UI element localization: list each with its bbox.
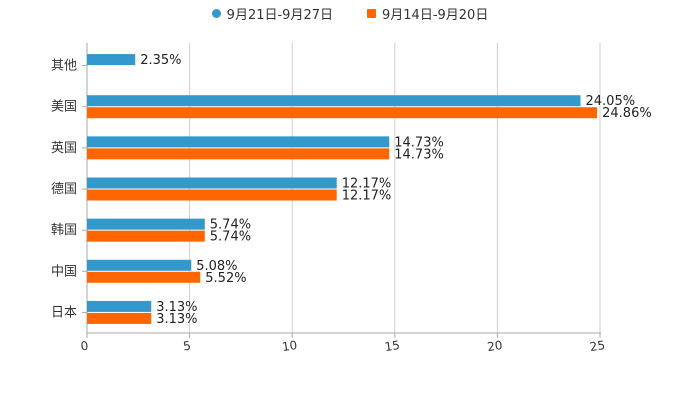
legend-item-series-2[interactable]: 9月14日-9月20日	[367, 4, 488, 23]
category-label-5: 中国	[51, 264, 77, 279]
bar-series-1-3	[87, 177, 337, 189]
data-label-series-1-5: 5.08%	[196, 259, 237, 274]
bar-series-2-4	[87, 230, 205, 242]
legend-label-series-2: 9月14日-9月20日	[382, 8, 489, 23]
category-label-6: 日本	[51, 305, 77, 320]
bar-series-2-6	[87, 312, 152, 324]
bar-series-1-5	[87, 259, 192, 271]
data-label-series-1-0: 2.35%	[140, 53, 181, 68]
tick-label-x-5: 5	[182, 339, 192, 354]
bar-series-1-0	[87, 54, 136, 66]
data-label-series-1-2: 14.73%	[394, 135, 444, 150]
data-label-series-2-2: 14.73%	[394, 147, 444, 162]
tick-label-x-10: 10	[281, 338, 298, 354]
data-label-series-2-3: 12.17%	[342, 189, 392, 204]
data-label-series-1-6: 3.13%	[156, 300, 197, 315]
data-label-series-2-4: 5.74%	[210, 230, 251, 245]
legend-marker-series-1-icon	[211, 9, 221, 18]
bar-series-2-5	[87, 271, 201, 283]
bar-series-1-4	[87, 218, 205, 230]
legend-item-series-1[interactable]: 9月21日-9月27日	[211, 4, 333, 23]
legend: 9月21日-9月27日 9月14日-9月20日	[0, 4, 700, 23]
category-label-4: 韩国	[51, 223, 77, 238]
data-label-series-2-6: 3.13%	[156, 312, 197, 327]
tick-label-x-25: 25	[589, 338, 606, 354]
bar-series-1-2	[87, 136, 390, 148]
data-label-series-2-5: 5.52%	[205, 271, 246, 286]
tick-label-x-20: 20	[486, 338, 503, 354]
data-label-series-2-1: 24.86%	[602, 106, 652, 121]
category-label-2: 英国	[51, 141, 77, 156]
bar-series-1-6	[87, 300, 152, 312]
bar-series-1-1	[87, 95, 581, 107]
category-label-3: 德国	[51, 182, 77, 197]
tick-label-x-15: 15	[384, 338, 401, 354]
tick-label-x-0: 0	[80, 339, 90, 354]
bar-series-2-2	[87, 148, 390, 160]
data-label-series-1-3: 12.17%	[342, 177, 392, 192]
data-label-series-1-4: 5.74%	[210, 218, 251, 233]
category-label-1: 美国	[51, 100, 77, 115]
bar-series-2-1	[87, 107, 598, 119]
legend-label-series-1: 9月21日-9月27日	[226, 8, 333, 23]
legend-marker-series-2-icon	[367, 9, 376, 18]
category-label-0: 其他	[51, 59, 77, 74]
data-label-series-1-1: 24.05%	[586, 94, 636, 109]
bar-series-2-3	[87, 189, 337, 201]
